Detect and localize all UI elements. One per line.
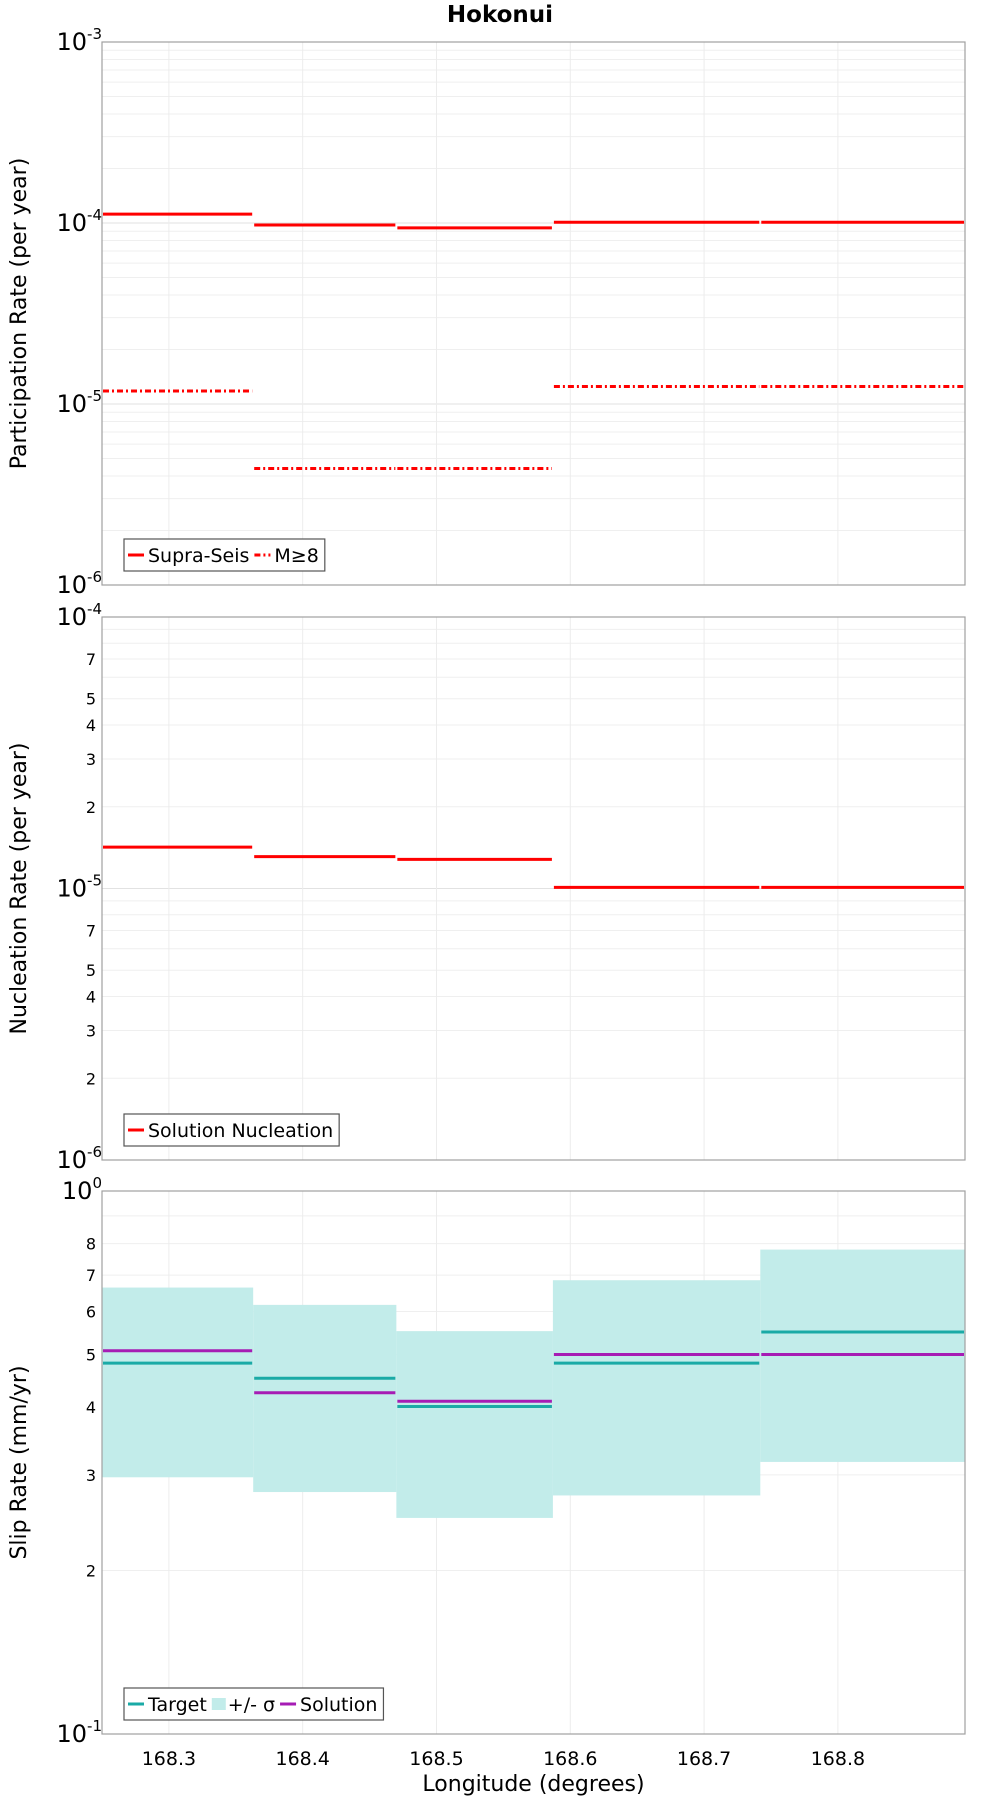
gridlines <box>102 42 965 586</box>
series-0 <box>103 845 964 889</box>
x-tick-label: 168.3 <box>142 1748 196 1770</box>
y-minor-tick-label: 8 <box>86 1235 96 1254</box>
x-tick-label: 168.5 <box>409 1748 463 1770</box>
y-axis-label: Slip Rate (mm/yr) <box>7 1365 32 1559</box>
legend-swatch <box>211 1698 226 1710</box>
plot-frame <box>101 41 966 586</box>
y-minor-tick-label: 4 <box>86 988 96 1007</box>
x-tick-label: 168.4 <box>275 1748 329 1770</box>
y-minor-tick-label: 2 <box>86 1562 96 1581</box>
band-segment <box>102 1287 254 1478</box>
y-tick-label: 10-5 <box>56 387 102 418</box>
legend-label: +/- σ <box>228 1694 275 1716</box>
y-tick-label: 10-6 <box>56 1143 102 1174</box>
y-minor-tick-label: 4 <box>86 1398 96 1417</box>
y-tick-label: 10-4 <box>56 600 102 631</box>
series-0 <box>103 212 964 230</box>
legend-label: M≥8 <box>274 545 318 567</box>
y-minor-tick-label: 5 <box>86 690 96 709</box>
plot-frame <box>101 616 966 1161</box>
legend-frame <box>123 1687 385 1721</box>
x-axis-label: Longitude (degrees) <box>422 1772 644 1797</box>
chart-panel-2: 10-4 10-5 10-6 7 5 4 3 2 7 5 4 3 2 Nucleation Rate (p… <box>7 600 966 1174</box>
legend-label: Supra-Seis <box>148 545 249 567</box>
y-minor-tick-label: 3 <box>86 1021 96 1040</box>
y-minor-tick-label: 7 <box>86 1266 96 1285</box>
legend-frame <box>123 1113 340 1147</box>
y-minor-tick-label: 5 <box>86 961 96 980</box>
series-1 <box>103 1349 964 1403</box>
band-sigma <box>102 1249 965 1518</box>
y-tick-label: 10-5 <box>56 872 102 903</box>
y-minor-tick-label: 3 <box>86 750 96 769</box>
y-tick-label: 10-3 <box>56 25 102 56</box>
series-0 <box>103 1330 964 1408</box>
y-axis-label: Nucleation Rate (per year) <box>7 743 32 1035</box>
legend: Target +/- σ Solution <box>123 1687 385 1721</box>
figure-title: Hokonui <box>447 2 553 28</box>
chart-panel-3: 100 10-1 8 7 6 5 4 3 2 Slip Rate (mm/yr) 168.3 168.… <box>7 1174 966 1797</box>
legend: Solution Nucleation <box>123 1113 340 1147</box>
legend: Supra-Seis M≥8 <box>123 538 326 572</box>
y-axis-label: Participation Rate (per year) <box>7 158 32 470</box>
y-minor-tick-label: 2 <box>86 1069 96 1088</box>
y-minor-tick-label: 3 <box>86 1466 96 1485</box>
band-segment <box>396 1331 553 1518</box>
legend-label: Solution Nucleation <box>148 1120 333 1142</box>
plot-area <box>102 42 965 585</box>
y-minor-tick-label: 6 <box>86 1302 96 1321</box>
band-segment <box>253 1304 397 1493</box>
plot-frame <box>101 1190 966 1735</box>
series-1 <box>103 384 964 471</box>
legend-frame <box>123 538 326 572</box>
x-tick-label: 168.7 <box>677 1748 731 1770</box>
y-minor-tick-label: 7 <box>86 922 96 941</box>
y-minor-tick-label: 2 <box>86 798 96 817</box>
y-minor-tick-label: 4 <box>86 716 96 735</box>
y-tick-label: 10-6 <box>56 568 102 599</box>
y-tick-label: 10-4 <box>56 206 102 237</box>
chart-panel-1: 10-3 10-4 10-5 10-6 Participation Rate (per … <box>7 25 966 599</box>
y-minor-tick-label: 5 <box>86 1345 96 1364</box>
x-tick-label: 168.6 <box>543 1748 597 1770</box>
band-segment <box>552 1280 761 1496</box>
x-tick-label: 168.8 <box>811 1748 865 1770</box>
legend-label: Target <box>147 1694 207 1716</box>
y-tick-label: 100 <box>62 1174 102 1205</box>
legend-label: Solution <box>300 1694 377 1716</box>
y-minor-tick-label: 7 <box>86 650 96 669</box>
y-tick-label: 10-1 <box>56 1717 102 1748</box>
gridlines <box>102 617 965 1161</box>
